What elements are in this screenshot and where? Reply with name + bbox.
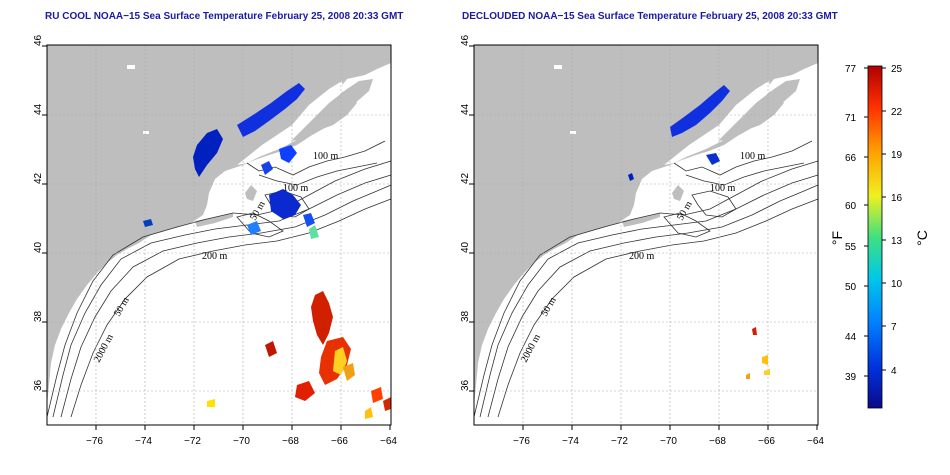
y-tick-label: 42	[460, 172, 471, 184]
fahrenheit-tick-label: 60	[845, 201, 857, 212]
contour-label: 200 m	[629, 251, 655, 262]
x-tick-label: −74	[135, 436, 152, 447]
fahrenheit-unit-label: °F	[829, 231, 845, 245]
map-area: 100 m 100 m 50 m 200 m 50 m 2000 m	[473, 44, 819, 426]
x-tick-label: −64	[807, 436, 824, 447]
x-tick-label: −68	[709, 436, 726, 447]
celsius-tick-label: 7	[891, 322, 897, 333]
celsius-tick-label: 16	[891, 193, 903, 204]
contour-label: 100 m	[283, 183, 309, 194]
x-tick-label: −66	[758, 436, 775, 447]
x-tick-label: −74	[562, 436, 579, 447]
x-tick-label: −70	[660, 436, 677, 447]
y-axis: 36 38 40 42 44 46	[33, 34, 47, 392]
fahrenheit-tick-label: 71	[845, 113, 857, 124]
x-axis: −76 −74 −72 −70 −68 −66 −64	[86, 425, 397, 447]
fahrenheit-tick-label: 66	[845, 153, 857, 164]
x-tick-label: −76	[513, 436, 530, 447]
x-tick-label: −72	[184, 436, 201, 447]
x-tick-label: −68	[282, 436, 299, 447]
fahrenheit-tick-label: 55	[845, 242, 857, 253]
y-tick-label: 44	[460, 103, 471, 115]
celsius-tick-label: 19	[891, 150, 903, 161]
fahrenheit-tick-label: 50	[845, 282, 857, 293]
sst-warm-patches	[746, 327, 770, 379]
y-tick-label: 36	[33, 379, 44, 391]
y-tick-label: 38	[460, 310, 471, 322]
y-axis: 36 38 40 42 44 46	[460, 34, 474, 392]
plot-frame	[473, 44, 819, 426]
panel-title: DECLOUDED NOAA−15 Sea Surface Temperatur…	[462, 11, 838, 22]
y-tick-label: 42	[33, 172, 44, 184]
map-area: 100 m 100 m 50 m 200 m 50 m 2000 m	[46, 44, 392, 426]
plot-frame	[46, 44, 392, 426]
celsius-tick-label: 10	[891, 279, 903, 290]
contour-label: 100 m	[740, 151, 766, 162]
contour-label: 100 m	[313, 151, 339, 162]
y-tick-label: 44	[33, 103, 44, 115]
celsius-tick-label: 25	[891, 64, 903, 75]
x-tick-label: −76	[86, 436, 103, 447]
x-tick-label: −64	[380, 436, 397, 447]
y-tick-label: 36	[460, 379, 471, 391]
x-tick-label: −72	[611, 436, 628, 447]
fahrenheit-tick-label: 77	[845, 64, 857, 75]
panel-title: RU COOL NOAA−15 Sea Surface Temperature …	[45, 11, 403, 22]
x-tick-label: −70	[233, 436, 250, 447]
colorbar-scale	[867, 65, 883, 409]
contour-label: 200 m	[202, 251, 228, 262]
contour-label: 100 m	[710, 183, 736, 194]
y-tick-label: 46	[460, 34, 471, 46]
y-tick-label: 38	[33, 310, 44, 322]
fahrenheit-ticks: 77 71 66 60 55 50 44 39	[845, 64, 868, 383]
fahrenheit-tick-label: 44	[845, 332, 857, 343]
sst-warm-patches	[207, 291, 391, 419]
x-tick-label: −66	[331, 436, 348, 447]
y-tick-label: 40	[460, 241, 471, 253]
colorbar: 77 71 66 60 55 50 44 39 25 22 19 16 13 1…	[829, 64, 930, 409]
sst-cold-patches	[628, 85, 730, 181]
panel-declouded-sst: DECLOUDED NOAA−15 Sea Surface Temperatur…	[460, 11, 838, 447]
fahrenheit-tick-label: 39	[845, 372, 857, 383]
celsius-tick-label: 4	[891, 366, 897, 377]
celsius-tick-label: 22	[891, 107, 903, 118]
y-tick-label: 40	[33, 241, 44, 253]
y-tick-label: 46	[33, 34, 44, 46]
celsius-tick-label: 13	[891, 236, 903, 247]
x-axis: −76 −74 −72 −70 −68 −66 −64	[513, 425, 824, 447]
sst-cold-patches	[143, 83, 319, 239]
celsius-unit-label: °C	[914, 230, 930, 246]
panel-raw-sst: RU COOL NOAA−15 Sea Surface Temperature …	[33, 11, 403, 447]
celsius-ticks: 25 22 19 16 13 10 7 4	[882, 64, 903, 377]
